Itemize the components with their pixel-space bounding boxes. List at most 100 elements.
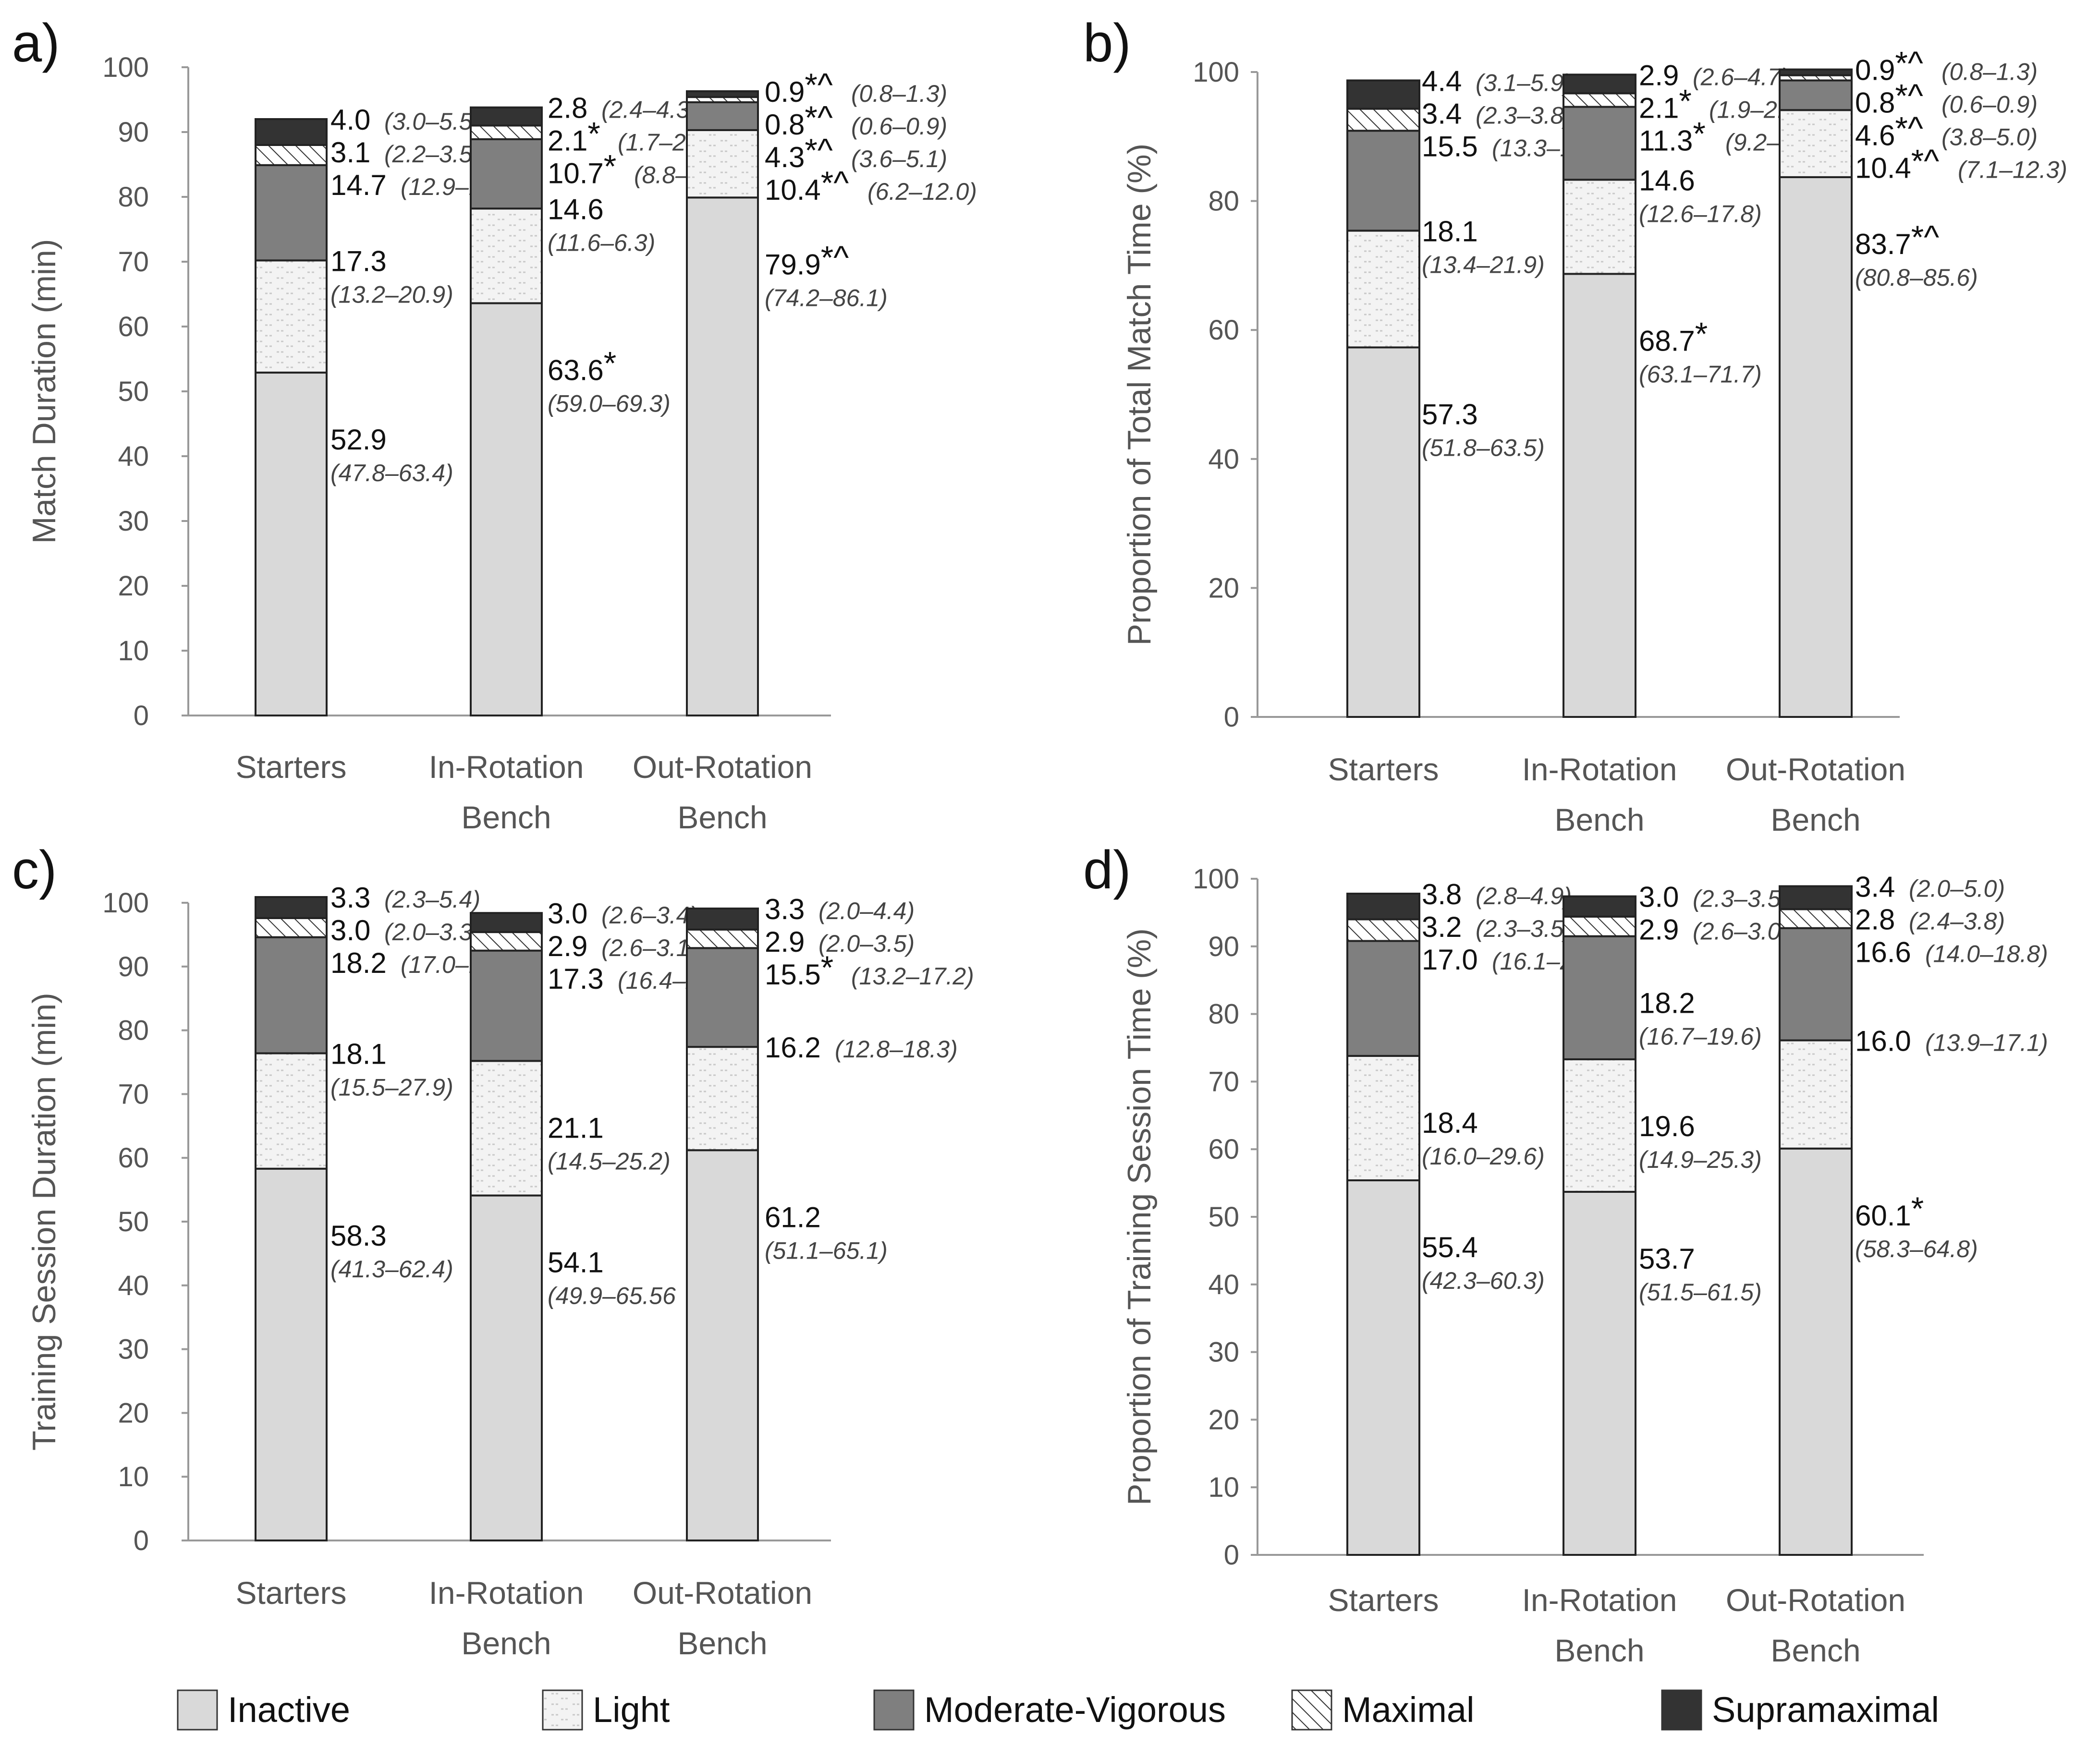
legend-swatch xyxy=(873,1689,915,1731)
x-category-label: Bench xyxy=(1554,1633,1644,1668)
ci-label-inactive: (51.1–65.1) xyxy=(765,1237,888,1264)
ci-label-inactive: (80.8–85.6) xyxy=(1855,264,1978,291)
y-tick-label: 70 xyxy=(1208,1066,1239,1097)
bar-segment-light xyxy=(1346,1055,1420,1181)
bar-segment-inactive xyxy=(470,1194,543,1541)
x-category-label: Bench xyxy=(1770,802,1860,837)
bar-segment-inactive xyxy=(255,371,328,716)
panel-c: c) 0 10 20 30 40 50 60 70 80 90 100 Training Session… xyxy=(12,840,974,1661)
bar-segment-inactive xyxy=(470,302,543,716)
bar-segment-moderate-vigorous xyxy=(1563,935,1636,1060)
bar-segment-maximal xyxy=(470,931,543,952)
legend-label: Light xyxy=(593,1690,670,1730)
ci-label-supramaximal: (2.4–4.3) xyxy=(601,97,697,123)
bar-segment-supramaximal xyxy=(255,118,328,146)
value-label-moderate-vigorous: 4.6*^ xyxy=(1855,110,1923,152)
value-label-light: 18.1 xyxy=(1422,215,1478,247)
value-label-moderate-vigorous: 15.5* xyxy=(765,949,833,991)
value-label-maximal: 2.1* xyxy=(1639,83,1692,124)
value-label-inactive: 79.9*^ xyxy=(765,239,849,280)
y-tick-label: 60 xyxy=(118,1142,149,1174)
value-label-light: 18.1 xyxy=(330,1038,387,1070)
value-label-light: 14.6 xyxy=(548,193,604,225)
y-tick-label: 30 xyxy=(118,506,149,537)
y-tick-label: 70 xyxy=(118,246,149,278)
legend-label: Supramaximal xyxy=(1712,1690,1939,1730)
bar-segment-supramaximal xyxy=(1779,885,1853,910)
ci-label-inactive: (51.5–61.5) xyxy=(1639,1279,1762,1306)
value-label-maximal: 0.8*^ xyxy=(1855,78,1923,119)
y-tick-label: 80 xyxy=(118,182,149,213)
value-label-inactive: 83.7*^ xyxy=(1855,219,1939,260)
x-category-label: Bench xyxy=(461,800,551,835)
panel-label: c) xyxy=(12,840,57,900)
ci-label-light: (12.8–18.3) xyxy=(835,1036,958,1063)
bar-segment-moderate-vigorous xyxy=(1779,79,1853,111)
legend-item-supramaximal: Supramaximal xyxy=(1661,1689,1939,1731)
x-category-label: Out-Rotation xyxy=(633,1575,812,1611)
value-label-light: 14.6 xyxy=(1639,164,1695,196)
value-label-maximal: 3.2 xyxy=(1422,911,1462,943)
ci-label-light: (11.6–6.3) xyxy=(548,229,655,256)
ci-label-inactive: (51.8–63.5) xyxy=(1422,434,1545,461)
bar-segment-maximal xyxy=(255,144,328,166)
y-tick-label: 100 xyxy=(1193,57,1239,88)
value-label-moderate-vigorous: 11.3* xyxy=(1639,115,1706,157)
x-category-label: Bench xyxy=(677,800,767,835)
y-tick-label: 50 xyxy=(118,376,149,407)
value-label-supramaximal: 4.0 xyxy=(330,104,370,136)
value-label-moderate-vigorous: 10.7* xyxy=(548,148,616,190)
bar-segment-moderate-vigorous xyxy=(470,949,543,1062)
bar-segment-moderate-vigorous xyxy=(255,936,328,1055)
ci-label-maximal: (2.6–3.1) xyxy=(601,934,697,961)
ci-label-inactive: (47.8–63.4) xyxy=(330,460,453,486)
value-label-maximal: 0.8*^ xyxy=(765,99,833,141)
y-tick-label: 40 xyxy=(118,1270,149,1301)
value-label-supramaximal: 0.9*^ xyxy=(765,67,833,108)
x-category-label: Starters xyxy=(235,1575,346,1611)
ci-label-inactive: (41.3–62.4) xyxy=(330,1256,453,1283)
y-tick-label: 90 xyxy=(1208,931,1239,962)
value-label-inactive: 60.1* xyxy=(1855,1190,1924,1232)
bar-segment-moderate-vigorous xyxy=(1779,927,1853,1042)
x-category-label: Bench xyxy=(677,1625,767,1661)
x-category-label: Starters xyxy=(235,749,346,785)
y-tick-label: 100 xyxy=(1193,863,1239,895)
ci-label-light: (16.0–29.6) xyxy=(1422,1143,1545,1170)
ci-label-light: (7.1–12.3) xyxy=(1958,157,2067,183)
value-label-maximal: 3.0 xyxy=(330,914,370,946)
value-label-inactive: 63.6* xyxy=(548,345,616,386)
value-label-inactive: 55.4 xyxy=(1422,1231,1478,1263)
ci-label-supramaximal: (2.6–3.4) xyxy=(601,902,697,929)
ci-label-inactive: (58.3–64.8) xyxy=(1855,1236,1978,1262)
bar-segment-moderate-vigorous xyxy=(255,164,328,262)
x-category-label: Bench xyxy=(1770,1633,1860,1668)
bar-segment-supramaximal xyxy=(1563,73,1636,95)
legend-item-maximal: Maximal xyxy=(1291,1689,1474,1731)
ci-label-light: (13.2–20.9) xyxy=(330,281,453,308)
ci-label-supramaximal: (2.3–3.5) xyxy=(1693,885,1789,912)
ci-label-maximal: (0.6–0.9) xyxy=(851,113,947,140)
bar-segment-inactive xyxy=(1779,176,1853,718)
ci-label-light: (14.5–25.2) xyxy=(548,1148,671,1175)
y-tick-label: 0 xyxy=(134,700,149,731)
y-tick-label: 20 xyxy=(118,1397,149,1429)
value-label-supramaximal: 2.8 xyxy=(548,92,587,124)
value-label-moderate-vigorous: 16.6 xyxy=(1855,936,1911,968)
bar-segment-light xyxy=(470,207,543,304)
ci-label-maximal: (2.0–3.3) xyxy=(384,919,480,946)
legend-label: Inactive xyxy=(228,1690,350,1730)
legend-label: Maximal xyxy=(1342,1690,1474,1730)
value-label-light: 21.1 xyxy=(548,1112,604,1144)
y-tick-label: 0 xyxy=(134,1525,149,1556)
bar-segment-light xyxy=(255,1052,328,1170)
y-tick-label: 40 xyxy=(1208,1269,1239,1300)
bar-segment-maximal xyxy=(1346,918,1420,942)
value-label-moderate-vigorous: 4.3*^ xyxy=(765,132,833,173)
ci-label-supramaximal: (2.0–4.4) xyxy=(818,897,915,924)
y-tick-label: 40 xyxy=(1208,444,1239,475)
y-tick-label: 100 xyxy=(102,52,149,83)
value-label-moderate-vigorous: 17.3 xyxy=(548,963,604,995)
x-category-label: In-Rotation xyxy=(1522,752,1677,787)
bar-segment-light xyxy=(1563,179,1636,275)
